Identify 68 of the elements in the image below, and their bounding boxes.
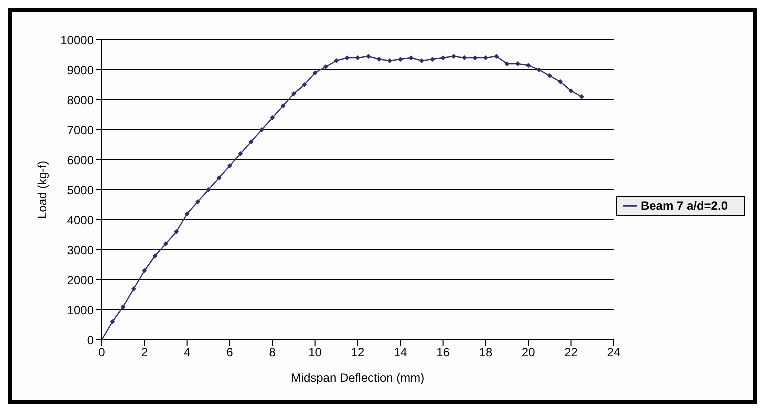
x-axis-title: Midspan Deflection (mm) <box>291 371 425 385</box>
point <box>344 56 350 60</box>
point <box>536 68 542 72</box>
point <box>270 116 276 120</box>
point <box>451 54 456 59</box>
point <box>216 176 222 180</box>
point <box>152 254 158 258</box>
y-tick-label: 2000 <box>67 273 94 288</box>
y-tick-label: 4000 <box>67 213 94 228</box>
point <box>142 268 148 274</box>
point <box>174 230 180 234</box>
x-tick-label: 20 <box>522 346 536 360</box>
point <box>280 104 286 108</box>
point <box>387 58 392 64</box>
point <box>291 92 296 96</box>
point <box>472 56 478 60</box>
x-tick-label: 10 <box>308 346 322 360</box>
y-tick-label: 6000 <box>67 153 94 168</box>
point <box>579 94 584 100</box>
x-tick-label: 16 <box>436 346 450 360</box>
point <box>419 58 424 64</box>
point <box>120 304 126 310</box>
x-tick-label: 18 <box>479 346 493 360</box>
y-tick-label: 0 <box>87 333 94 348</box>
y-tick-label: 3000 <box>67 243 94 258</box>
point <box>195 200 200 204</box>
x-tick-label: 14 <box>394 346 408 360</box>
point <box>302 82 308 88</box>
point <box>163 242 168 246</box>
point <box>312 70 318 76</box>
x-tick-label: 22 <box>564 346 578 360</box>
point <box>440 56 446 60</box>
point <box>238 152 244 156</box>
x-tick-label: 4 <box>184 346 191 360</box>
point <box>376 57 382 62</box>
x-tick-label: 8 <box>269 346 276 360</box>
point <box>184 212 190 216</box>
point <box>430 57 436 62</box>
x-tick-label: 24 <box>607 346 621 360</box>
y-axis-title: Load (kg-f) <box>35 160 50 220</box>
point <box>248 140 254 144</box>
point <box>131 286 136 292</box>
point <box>206 188 212 192</box>
y-tick-label: 1000 <box>67 303 94 318</box>
point <box>494 54 500 59</box>
y-tick-label: 8000 <box>67 93 94 108</box>
legend-label: Beam 7 a/d=2.0 <box>640 198 728 213</box>
y-tick-label: 10000 <box>60 33 94 48</box>
point <box>323 64 328 70</box>
point <box>334 58 340 64</box>
point <box>526 63 532 68</box>
point <box>398 57 404 62</box>
y-tick-label: 5000 <box>67 183 94 198</box>
point <box>110 320 116 324</box>
y-tick-label: 9000 <box>67 63 94 78</box>
point <box>259 128 264 132</box>
x-tick-label: 12 <box>351 346 365 360</box>
point <box>504 62 510 66</box>
x-tick-label: 6 <box>226 346 234 360</box>
point <box>408 56 414 60</box>
point <box>558 80 564 84</box>
x-tick-label: 0 <box>98 346 106 360</box>
y-tick-label: 7000 <box>67 123 94 138</box>
point <box>227 164 232 168</box>
point <box>366 54 372 59</box>
x-tick-label: 2 <box>141 346 148 360</box>
point <box>568 88 574 94</box>
point <box>547 74 552 78</box>
